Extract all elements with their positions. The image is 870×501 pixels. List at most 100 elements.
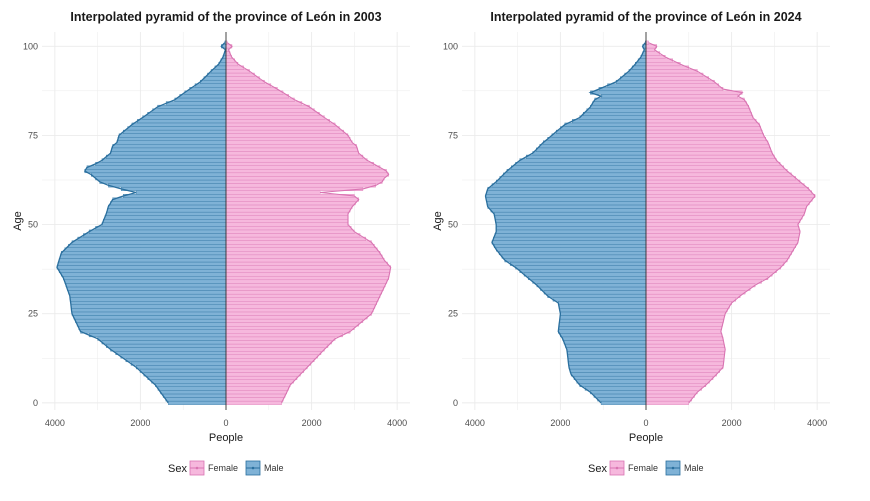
bar-female bbox=[645, 83, 719, 88]
bar-male bbox=[78, 326, 227, 330]
bar-female bbox=[225, 201, 356, 206]
bar-female bbox=[645, 69, 698, 74]
bar-male bbox=[120, 186, 227, 191]
bar-female bbox=[225, 240, 372, 245]
bar-male bbox=[76, 322, 227, 327]
bar-female bbox=[645, 372, 717, 377]
bar-female bbox=[225, 158, 368, 163]
bar-male bbox=[620, 76, 647, 81]
bar-female bbox=[645, 97, 745, 102]
bar-male bbox=[568, 365, 647, 370]
bar-male bbox=[583, 112, 647, 116]
bar-male bbox=[112, 144, 227, 149]
bar-female bbox=[225, 297, 379, 302]
bar-female bbox=[225, 140, 353, 145]
bar-female bbox=[645, 315, 725, 320]
bar-male bbox=[562, 336, 647, 341]
bar-male bbox=[207, 72, 227, 77]
bar-male bbox=[151, 379, 227, 384]
bar-female bbox=[645, 358, 725, 363]
bar-female bbox=[645, 400, 689, 405]
bar-female bbox=[645, 65, 689, 70]
bar-male bbox=[496, 247, 647, 252]
bar-female bbox=[645, 279, 762, 284]
bar-male bbox=[515, 265, 647, 270]
bar-female bbox=[225, 397, 284, 402]
bar-female bbox=[225, 276, 389, 281]
bar-male bbox=[71, 308, 227, 313]
bar-male bbox=[569, 368, 647, 373]
bar-male bbox=[88, 333, 227, 338]
bar-male bbox=[83, 233, 227, 238]
bar-male bbox=[586, 108, 647, 113]
bar-female bbox=[645, 197, 813, 202]
bar-male bbox=[70, 301, 227, 305]
bar-male bbox=[97, 336, 227, 341]
bar-male bbox=[101, 222, 227, 227]
bar-male bbox=[558, 304, 647, 309]
bar-female bbox=[225, 122, 336, 127]
bar-male bbox=[528, 276, 647, 281]
bar-female bbox=[225, 79, 265, 84]
bar-female bbox=[225, 236, 366, 241]
bar-male bbox=[584, 386, 647, 391]
bar-female bbox=[225, 219, 349, 223]
bar-male bbox=[106, 211, 227, 216]
y-tick-label: 75 bbox=[28, 130, 38, 140]
bar-female bbox=[645, 101, 747, 106]
line-female bbox=[648, 42, 816, 404]
bar-female bbox=[225, 144, 357, 149]
y-tick-label: 100 bbox=[23, 41, 38, 51]
bar-female bbox=[645, 140, 769, 145]
bar-male bbox=[547, 293, 647, 298]
bar-female bbox=[225, 247, 378, 252]
bar-female bbox=[225, 347, 325, 352]
bar-female bbox=[645, 55, 666, 59]
bar-male bbox=[526, 154, 647, 159]
bar-male bbox=[118, 133, 227, 138]
bar-female bbox=[225, 126, 340, 131]
bar-female bbox=[225, 368, 305, 373]
bar-female bbox=[225, 172, 389, 177]
bar-female bbox=[225, 393, 286, 398]
bar-male bbox=[498, 251, 647, 256]
bar-female bbox=[645, 304, 730, 309]
x-tick-label: 2000 bbox=[302, 418, 322, 428]
bar-male bbox=[165, 397, 227, 402]
bar-male bbox=[95, 161, 227, 166]
bar-female bbox=[225, 208, 351, 213]
bar-male bbox=[572, 119, 647, 124]
bar-male bbox=[106, 154, 227, 159]
legend-label-male: Male bbox=[684, 463, 704, 473]
bar-female bbox=[645, 233, 800, 238]
bar-male bbox=[491, 183, 647, 188]
bar-male bbox=[590, 90, 647, 95]
bar-female bbox=[645, 190, 812, 195]
bar-male bbox=[64, 279, 227, 284]
bar-male bbox=[515, 161, 647, 166]
bar-female bbox=[225, 258, 385, 263]
bar-male bbox=[71, 311, 227, 316]
bar-female bbox=[645, 129, 763, 134]
bar-female bbox=[225, 112, 320, 116]
bar-female bbox=[645, 47, 655, 52]
bar-male bbox=[108, 204, 227, 209]
bar-female bbox=[225, 315, 368, 320]
bar-male bbox=[523, 272, 647, 277]
bar-female bbox=[645, 365, 724, 370]
bar-male bbox=[486, 201, 647, 206]
chart-title: Interpolated pyramid of the province of … bbox=[70, 10, 381, 24]
bar-male bbox=[165, 101, 227, 106]
bar-male bbox=[592, 101, 647, 106]
bar-male bbox=[110, 201, 227, 206]
bar-male bbox=[184, 90, 227, 95]
bar-female bbox=[645, 343, 725, 348]
bar-male bbox=[496, 179, 647, 184]
y-tick-label: 0 bbox=[33, 398, 38, 408]
bar-female bbox=[225, 161, 374, 166]
bar-male bbox=[57, 261, 227, 266]
bar-female bbox=[645, 122, 760, 127]
bar-female bbox=[645, 201, 810, 206]
series-male bbox=[56, 40, 227, 405]
bar-female bbox=[645, 336, 724, 341]
